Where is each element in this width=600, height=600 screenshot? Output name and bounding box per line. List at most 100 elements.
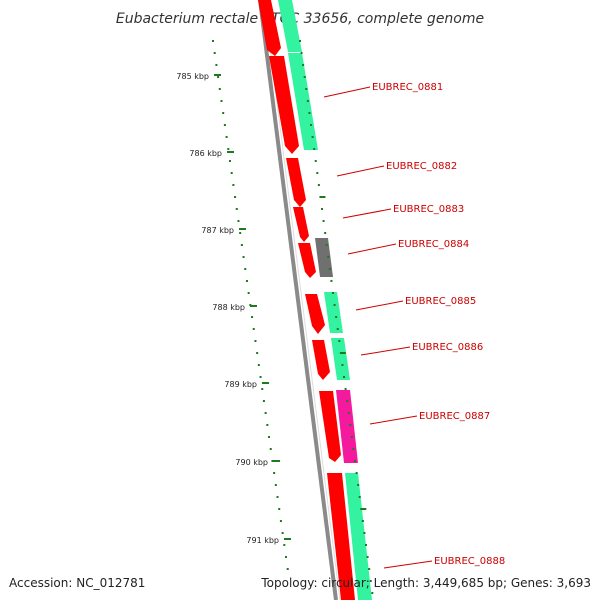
outer-scale-dot — [341, 364, 344, 366]
feature-bar-pink[interactable] — [336, 390, 358, 463]
outer-scale-dot — [319, 196, 326, 198]
cds-arrow[interactable] — [305, 294, 325, 334]
scale-dot — [256, 352, 259, 354]
scale-dot — [269, 448, 272, 450]
outer-scale-dot — [314, 160, 317, 162]
outer-scale-dot — [308, 112, 311, 114]
scale-dot — [244, 268, 247, 270]
feature-bar-gray[interactable] — [315, 238, 333, 277]
scale-tick-label: 790 kbp — [235, 458, 268, 467]
outer-scale-dot — [333, 304, 336, 306]
gene-label-leader — [355, 300, 404, 311]
cds-arrow[interactable] — [312, 340, 330, 380]
scale-dot — [220, 100, 223, 102]
gene-label[interactable]: EUBREC_0887 — [419, 411, 490, 422]
outer-scale-dot — [302, 64, 305, 66]
outer-scale-dot — [317, 184, 320, 186]
scale-dot — [251, 316, 254, 318]
scale-dot — [247, 292, 250, 294]
scale-dot — [240, 244, 243, 246]
scale-dot — [268, 436, 271, 438]
feature-bar-green[interactable] — [331, 338, 350, 380]
feature-bar-green[interactable] — [278, 0, 302, 52]
scale-dot — [271, 460, 274, 462]
scale-dot — [279, 520, 282, 522]
scale-tick-label: 785 kbp — [176, 72, 209, 81]
genome-title: Eubacterium rectale ATCC 33656, complete… — [116, 11, 484, 27]
cds-arrow[interactable] — [298, 243, 316, 278]
gene-label[interactable]: EUBREC_0883 — [393, 204, 464, 215]
gene-label[interactable]: EUBREC_0888 — [434, 556, 505, 567]
scale-dot — [239, 232, 242, 234]
scale-dot — [222, 112, 225, 114]
scale-dot — [286, 568, 289, 570]
scale-tick — [250, 305, 257, 307]
backbone — [258, 0, 341, 600]
gene-labels: EUBREC_0881 EUBREC_0882 EUBREC_0883 EUBREC_… — [323, 82, 505, 569]
scale-dot — [281, 532, 284, 534]
scale-dot — [212, 40, 214, 42]
scale-dot — [245, 280, 248, 282]
scale-dot — [285, 556, 288, 558]
scale-tick — [273, 460, 280, 462]
outer-scale-dot — [310, 124, 313, 126]
gene-label-leader — [369, 415, 418, 425]
scale-tick — [214, 74, 221, 76]
gene-label[interactable]: EUBREC_0881 — [372, 82, 443, 93]
outer-scale-dot — [306, 100, 309, 102]
scale-dot — [276, 496, 279, 498]
scale-dot — [264, 412, 267, 414]
outer-scale-dot — [322, 220, 325, 222]
cds-arrow[interactable] — [269, 56, 299, 154]
cds-arrow[interactable] — [286, 158, 306, 207]
outer-scale-dot — [360, 508, 367, 510]
gene-label-leader — [383, 560, 433, 569]
scale-dot — [278, 508, 281, 510]
scale-dot — [254, 340, 257, 342]
outer-scale-dots — [299, 40, 374, 594]
outer-scale-dot — [339, 352, 346, 354]
scale-dot — [262, 400, 265, 402]
cds-arrow[interactable] — [327, 473, 355, 600]
scale-ticks: 785 kbp 786 kbp 787 kbp 788 kbp 789 kbp 790 k… — [176, 72, 291, 545]
outer-scale-dot — [368, 568, 371, 570]
outer-scale-dot — [321, 208, 324, 210]
cds-arrow[interactable] — [293, 207, 309, 242]
cds-arrow[interactable] — [319, 391, 341, 462]
gene-label[interactable]: EUBREC_0884 — [398, 239, 469, 250]
cds-arrow[interactable] — [258, 0, 281, 56]
feature-bar-green[interactable] — [345, 473, 372, 600]
scale-dot — [215, 64, 218, 66]
outer-scale-dot — [305, 88, 308, 90]
outer-scale-dot — [335, 316, 338, 318]
scale-dot — [235, 208, 238, 210]
scale-dot — [223, 124, 226, 126]
scale-tick-label: 791 kbp — [246, 536, 279, 545]
outer-scale-dot — [328, 268, 331, 270]
scale-dot — [242, 256, 245, 258]
scale-dot — [237, 220, 240, 222]
feature-bar-green[interactable] — [324, 292, 343, 333]
gene-label-leader — [323, 86, 371, 98]
outer-scale-dot — [324, 232, 327, 234]
gene-label-leader — [347, 243, 397, 255]
gene-label-leader — [342, 208, 392, 219]
scale-tick-label: 788 kbp — [212, 303, 245, 312]
gene-label[interactable]: EUBREC_0886 — [412, 342, 483, 353]
gene-label[interactable]: EUBREC_0882 — [386, 161, 457, 172]
outer-scale-dot — [346, 400, 349, 402]
outer-scale-dot — [316, 172, 319, 174]
scale-tick — [227, 151, 234, 153]
outer-scale-dot — [358, 496, 361, 498]
scale-tick — [239, 228, 246, 230]
scale-dot — [217, 76, 220, 78]
scale-dot — [225, 136, 228, 138]
gene-label[interactable]: EUBREC_0885 — [405, 296, 476, 307]
gene-label-leader — [336, 165, 385, 177]
outer-scale-dot — [354, 460, 357, 462]
accession-text: Accession: NC_012781 — [9, 576, 145, 590]
outer-scale-dot — [347, 412, 350, 414]
scale-dot — [227, 148, 230, 150]
gene-label-leader — [360, 346, 411, 356]
outer-scale-dot — [338, 340, 341, 342]
